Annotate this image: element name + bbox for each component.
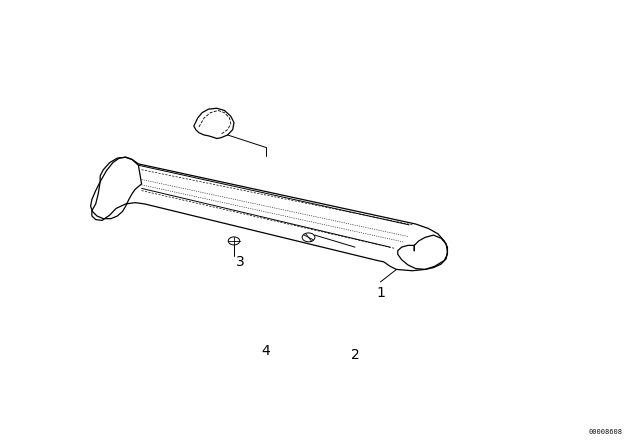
Text: 4: 4 [262, 344, 270, 358]
Text: 00008608: 00008608 [589, 430, 623, 435]
Text: 1: 1 [376, 286, 385, 300]
Text: 2: 2 [351, 349, 360, 362]
Text: 3: 3 [236, 255, 244, 269]
